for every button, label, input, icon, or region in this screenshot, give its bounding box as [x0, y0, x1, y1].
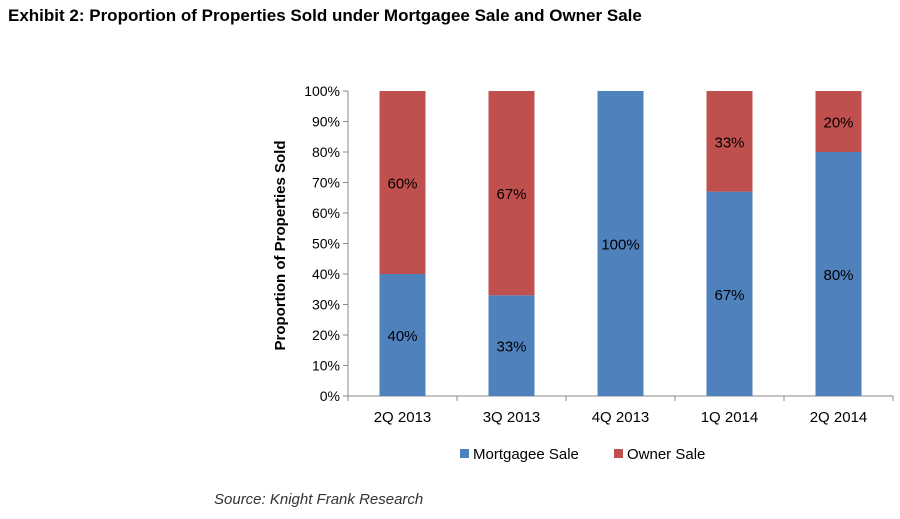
data-label: 80% — [823, 267, 853, 284]
bar-mortgagee — [706, 191, 753, 396]
bar-mortgagee — [379, 274, 426, 396]
y-tick-label: 30% — [312, 297, 340, 313]
x-tick-label: 4Q 2013 — [592, 409, 650, 426]
y-tick-label: 50% — [312, 236, 340, 252]
bar-owner — [815, 91, 862, 152]
x-tick-label: 1Q 2014 — [701, 409, 759, 426]
data-label: 33% — [714, 134, 744, 151]
data-label: 100% — [601, 237, 639, 254]
y-tick-label: 20% — [312, 327, 340, 343]
y-tick-label: 0% — [320, 388, 340, 404]
data-label: 20% — [823, 115, 853, 132]
legend-label-mortgagee: Mortgagee Sale — [473, 446, 579, 463]
y-tick-label: 90% — [312, 114, 340, 130]
data-label: 33% — [496, 339, 526, 356]
data-label: 67% — [496, 186, 526, 203]
legend-label-owner: Owner Sale — [627, 446, 705, 463]
bar-mortgagee — [488, 295, 535, 396]
y-tick-label: 60% — [312, 205, 340, 221]
x-tick-label: 3Q 2013 — [483, 409, 541, 426]
source-note: Source: Knight Frank Research — [214, 491, 424, 508]
chart-title: Exhibit 2: Proportion of Properties Sold… — [8, 6, 642, 25]
y-tick-label: 70% — [312, 175, 340, 191]
bar-mortgagee — [597, 91, 644, 396]
legend-swatch-owner — [614, 449, 623, 458]
y-axis-title: Proportion of Properties Sold — [272, 140, 289, 350]
bar-owner — [706, 91, 753, 192]
x-tick-label: 2Q 2014 — [810, 409, 868, 426]
data-label: 67% — [714, 287, 744, 304]
y-tick-label: 40% — [312, 266, 340, 282]
bar-owner — [488, 91, 535, 296]
y-tick-label: 10% — [312, 358, 340, 374]
data-label: 60% — [387, 176, 417, 193]
x-tick-label: 2Q 2013 — [374, 409, 432, 426]
y-tick-label: 100% — [304, 83, 340, 99]
data-label: 40% — [387, 328, 417, 345]
legend-swatch-mortgagee — [460, 449, 469, 458]
bar-mortgagee — [815, 152, 862, 396]
y-tick-label: 80% — [312, 144, 340, 160]
bar-owner — [379, 91, 426, 274]
